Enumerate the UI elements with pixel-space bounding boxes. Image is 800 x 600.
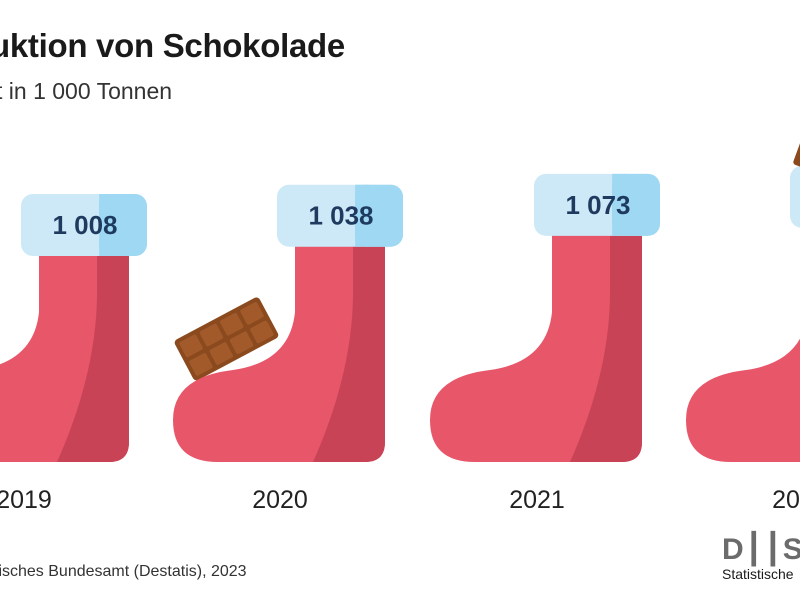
sock-bar-2019: 1 008 2019: [0, 194, 147, 514]
chocolate-piece: [199, 323, 224, 347]
logo-subtext: Statistische: [722, 566, 794, 582]
year-label-2022: 202: [772, 486, 800, 514]
sock-shade: [313, 244, 385, 462]
chocolate-piece: [179, 334, 203, 358]
sock-bar-2020: 1 038 2020: [173, 184, 403, 514]
logo-text: D┃┃S: [722, 533, 800, 566]
sock-bar-2021: 1 073 202​1: [430, 173, 660, 514]
chocolate-piece: [229, 331, 254, 355]
sock-body: [173, 244, 385, 462]
sock-shade: [57, 254, 129, 462]
sock-bar-2022: 202: [686, 166, 800, 514]
year-label-2020: 2020: [252, 486, 308, 514]
chocolate-tip: [793, 140, 800, 170]
chart-subtitle: t in 1 000 Tonnen: [0, 78, 173, 104]
value-label-2021: 1 073: [565, 190, 630, 220]
year-label-2021: 202​1: [509, 486, 565, 514]
value-label-2020: 1 038: [308, 201, 373, 231]
chocolate-piece: [240, 302, 264, 325]
source-note: tisches Bundesamt (Destatis), 2023: [0, 563, 247, 580]
sock-body: [686, 338, 800, 462]
sock-cuff-shade-fill: [99, 194, 114, 256]
sock-cuff-shade-fill: [612, 173, 627, 236]
chocolate-piece-icon: [793, 140, 800, 170]
sock-cuff: [790, 166, 800, 228]
destatis-logo: D┃┃S Statistische: [722, 532, 800, 592]
chocolate-piece: [209, 342, 233, 365]
chart-title: uktion von Schokolade: [0, 27, 345, 64]
chocolate-bar-icon: [174, 297, 279, 381]
chocolate-piece: [189, 353, 213, 376]
sock-cuff-shade-fill: [355, 184, 370, 247]
chocolate-piece: [220, 312, 244, 336]
sock-shade: [570, 233, 642, 462]
value-label-2019: 1 008: [52, 210, 117, 240]
sock-body: [430, 233, 642, 462]
chocolate-piece: [250, 320, 274, 344]
year-label-2019: 2019: [0, 486, 52, 514]
